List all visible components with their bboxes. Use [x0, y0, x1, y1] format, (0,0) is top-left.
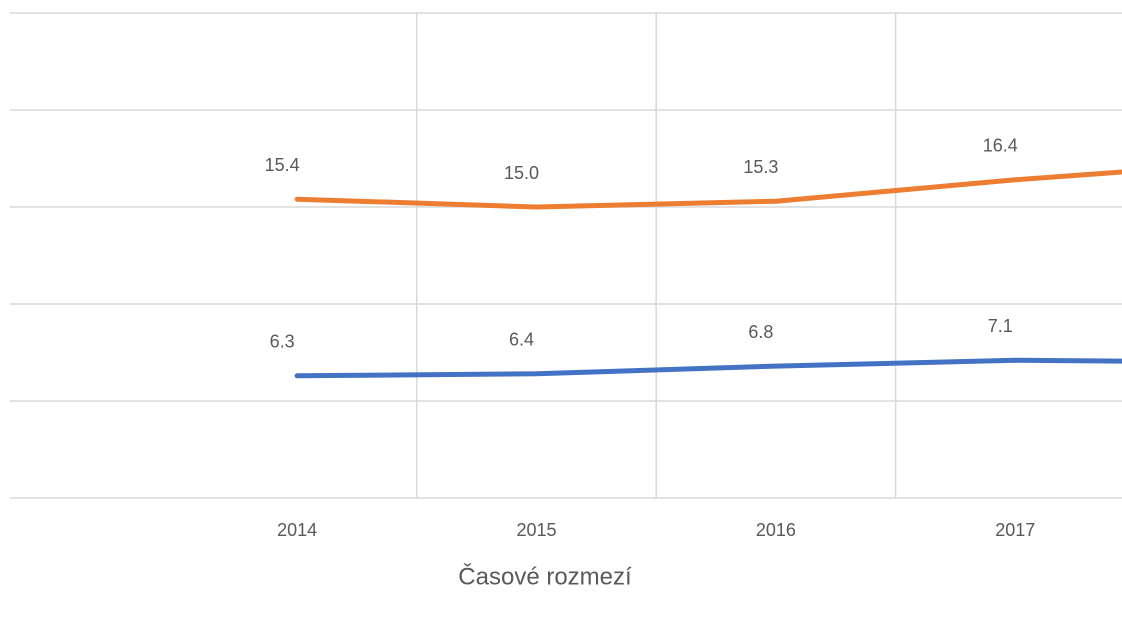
x-tick-label: 2017 [995, 520, 1035, 540]
data-label: 16.4 [983, 136, 1018, 156]
x-tick-label: 2015 [516, 520, 556, 540]
data-label: 6.3 [270, 332, 295, 352]
data-label: 15.4 [265, 155, 300, 175]
x-tick-label: 2014 [277, 520, 317, 540]
x-axis-title: Časové rozmezí [458, 562, 632, 590]
series-line [294, 357, 1122, 379]
data-label: 15.3 [743, 157, 778, 177]
data-label: 6.8 [748, 322, 773, 342]
data-label: 6.4 [509, 330, 534, 350]
series-line [294, 169, 1122, 210]
x-tick-label: 2016 [756, 520, 796, 540]
data-label: 15.0 [504, 163, 539, 183]
data-label: 7.1 [988, 316, 1013, 336]
